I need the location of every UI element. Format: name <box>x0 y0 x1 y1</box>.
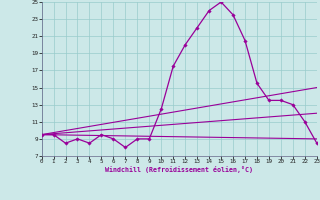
X-axis label: Windchill (Refroidissement éolien,°C): Windchill (Refroidissement éolien,°C) <box>105 166 253 173</box>
